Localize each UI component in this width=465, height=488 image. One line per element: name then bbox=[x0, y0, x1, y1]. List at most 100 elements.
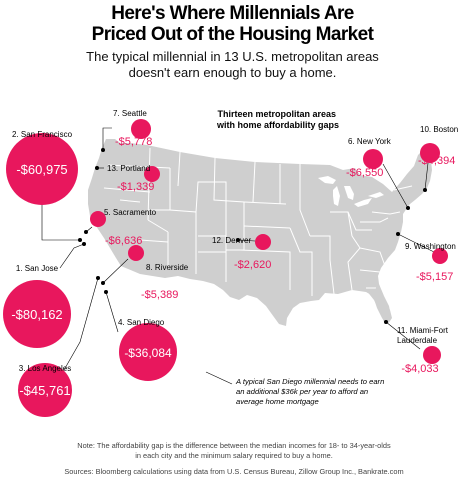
los-angeles-leader-line bbox=[63, 277, 99, 371]
miami-gap-value: -$4,033 bbox=[401, 363, 438, 375]
svg-text:Thirteen metropolitan areas: Thirteen metropolitan areas with home af… bbox=[216, 109, 339, 130]
san-jose-name: 1. San Jose bbox=[16, 264, 59, 273]
los-angeles-label: 3. Los Angeles bbox=[19, 364, 71, 373]
svg-text:A typical San Diego millennial: A typical San Diego millennial needs to … bbox=[235, 377, 386, 406]
new-york-name: 6. New York bbox=[348, 137, 392, 146]
los-angeles-name: 3. Los Angeles bbox=[19, 364, 71, 373]
los-angeles-gap-value: -$45,761 bbox=[19, 383, 70, 398]
subhead-line-2: doesn't earn enough to buy a home. bbox=[128, 65, 337, 80]
san-francisco-gap-value: -$60,975 bbox=[16, 162, 67, 177]
denver-gap-value: -$2,620 bbox=[234, 259, 271, 271]
city-labels: 7. Seattle -$5,778 13. Portland -$1,339 2. S… bbox=[11, 109, 458, 398]
headline-line-1: Here's Where Millennials Are bbox=[111, 3, 354, 24]
riverside-leader-line bbox=[102, 258, 129, 284]
source: Sources: Bloomberg calculations using da… bbox=[64, 467, 404, 476]
washington-label: 9. Washington bbox=[405, 242, 456, 251]
miami-leader-line bbox=[385, 321, 421, 350]
miami-bubble bbox=[423, 346, 441, 364]
seattle-gap-value: -$5,778 bbox=[115, 136, 152, 148]
boston-gap-value: -$4,394 bbox=[418, 155, 455, 167]
denver-name: 12. Denver bbox=[212, 236, 251, 245]
note: Note: The affordability gap is the diffe… bbox=[34, 441, 434, 461]
map-legend-line-1: Thirteen metropolitan areas bbox=[217, 109, 336, 119]
seattle-leader-line bbox=[102, 127, 112, 150]
boston-city-dot bbox=[423, 188, 427, 192]
san-diego-city-dot bbox=[104, 290, 108, 294]
boston-name: 10. Boston bbox=[420, 125, 458, 134]
san-diego-leader-line bbox=[105, 291, 119, 333]
state-borders bbox=[103, 147, 413, 296]
san-jose-label: 1. San Jose bbox=[16, 264, 59, 273]
headline-line-2: Priced Out of the Housing Market bbox=[91, 24, 374, 45]
san-diego-name: 4. San Diego bbox=[118, 318, 165, 327]
seattle-bubble bbox=[131, 119, 151, 139]
washington-bubble bbox=[432, 248, 448, 264]
new-york-leader-line bbox=[382, 163, 409, 209]
washington-leader-line bbox=[397, 233, 435, 253]
seattle-name: 7. Seattle bbox=[113, 109, 147, 118]
san-diego-gap-value: -$36,084 bbox=[124, 346, 172, 360]
portland-bubble bbox=[144, 166, 160, 182]
san-jose-city-dot bbox=[82, 242, 86, 246]
san-francisco-leader-line bbox=[41, 205, 80, 241]
san-jose-bubble bbox=[3, 280, 71, 348]
boston-leader-line bbox=[424, 162, 429, 191]
washington-city-dot bbox=[396, 232, 400, 236]
city-dots bbox=[78, 148, 427, 324]
portland-city-dot bbox=[95, 166, 99, 170]
riverside-bubble bbox=[128, 245, 144, 261]
us-land bbox=[88, 139, 432, 326]
riverside-label: 8. Riverside bbox=[146, 263, 189, 272]
san-francisco-name: 2. San Francisco bbox=[12, 130, 73, 139]
subhead-line-1: The typical millennial in 13 U.S. metrop… bbox=[86, 49, 379, 64]
los-angeles-city-dot bbox=[96, 276, 100, 280]
san-francisco-bubble bbox=[6, 133, 78, 205]
los-angeles-bubble bbox=[18, 363, 72, 417]
annotation-line-1: A typical San Diego millennial needs to … bbox=[235, 377, 384, 386]
annotation-line-3: average home mortgage bbox=[236, 397, 319, 406]
florida bbox=[366, 288, 392, 324]
headline: Here's Where Millennials Are Priced Out … bbox=[0, 3, 465, 45]
boston-label: 10. Boston bbox=[420, 125, 458, 134]
riverside-city-dot bbox=[101, 281, 105, 285]
new-york-label: 6. New York bbox=[348, 137, 392, 146]
subhead: The typical millennial in 13 U.S. metrop… bbox=[20, 49, 445, 81]
riverside-name: 8. Riverside bbox=[146, 263, 189, 272]
sacramento-bubble bbox=[90, 211, 106, 227]
miami-name-line-2: Lauderdale bbox=[397, 336, 438, 345]
san-jose-leader-line bbox=[59, 243, 85, 269]
miami-city-dot bbox=[384, 320, 388, 324]
seattle-label: 7. Seattle bbox=[113, 109, 147, 118]
denver-city-dot bbox=[236, 238, 240, 242]
washington-gap-value: -$5,157 bbox=[416, 271, 453, 283]
san-francisco-city-dot bbox=[78, 238, 82, 242]
san-diego-label: 4. San Diego bbox=[118, 318, 165, 327]
san-diego-bubble bbox=[119, 323, 177, 381]
note-line-2: in each city and the minimum salary requ… bbox=[135, 451, 333, 460]
washington-name: 9. Washington bbox=[405, 242, 456, 251]
riverside-gap-value: -$5,389 bbox=[141, 289, 178, 301]
annotation-leader bbox=[205, 371, 233, 385]
san-jose-gap-value: -$80,162 bbox=[11, 307, 62, 322]
portland-name: 13. Portland bbox=[107, 164, 150, 173]
sacramento-city-dot bbox=[84, 230, 88, 234]
leader-lines bbox=[41, 127, 435, 371]
miami-label: 11. Miami-Fort Lauderdale bbox=[397, 326, 449, 345]
note-line-1: Note: The affordability gap is the diffe… bbox=[77, 441, 391, 450]
map-legend-line-2: with home affordability gaps bbox=[216, 120, 339, 130]
new-york-city-dot bbox=[406, 206, 410, 210]
denver-label: 12. Denver bbox=[212, 236, 251, 245]
portland-label: 13. Portland bbox=[107, 164, 150, 173]
annotation-line-2: an additional $36k per year to afford an bbox=[236, 387, 368, 396]
sacramento-gap-value: -$6,636 bbox=[105, 235, 142, 247]
denver-leader-line bbox=[237, 239, 256, 242]
boston-bubble bbox=[420, 143, 440, 163]
san-francisco-label: 2. San Francisco bbox=[12, 130, 73, 139]
new-york-bubble bbox=[363, 149, 383, 169]
sacramento-label: 5. Sacramento bbox=[104, 208, 157, 217]
denver-bubble bbox=[255, 234, 271, 250]
great-lakes bbox=[318, 176, 384, 207]
seattle-city-dot bbox=[101, 148, 105, 152]
